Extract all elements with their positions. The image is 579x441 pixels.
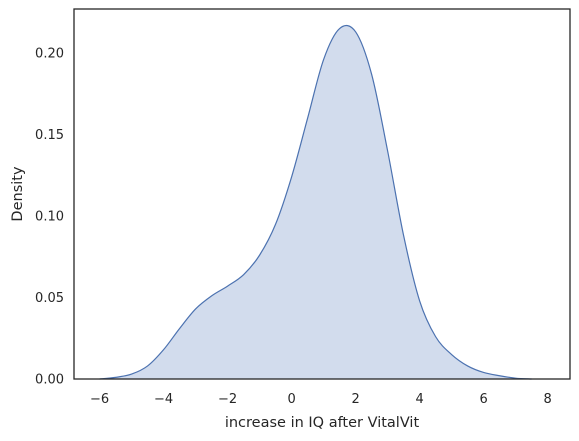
tick-labels: −6 −4 −2 0 2 4 6 8 0.00 0.05 0.10 0.15 0.20 — [35, 47, 552, 407]
y-tick-label: 0.00 — [35, 373, 64, 388]
axes — [73, 8, 571, 380]
density-curve — [99, 24, 532, 380]
x-tick-label: −2 — [218, 392, 237, 407]
y-axis-label: Density — [10, 166, 26, 222]
x-tick-label: 6 — [479, 392, 487, 407]
x-tick-label: 8 — [543, 392, 551, 407]
y-tick-label: 0.10 — [35, 210, 64, 225]
density-area-fill — [99, 25, 532, 379]
axes-frame — [73, 8, 571, 380]
y-tick-label: 0.15 — [35, 128, 64, 143]
x-axis-label: increase in IQ after VitalVit — [225, 415, 420, 431]
y-tick-label: 0.20 — [35, 47, 64, 62]
x-tick-label: 4 — [415, 392, 423, 407]
x-tick-label: 0 — [287, 392, 295, 407]
x-tick-label: 2 — [351, 392, 359, 407]
plot-area — [99, 24, 532, 380]
y-tick-label: 0.05 — [35, 291, 64, 306]
x-tick-label: −6 — [90, 392, 109, 407]
x-tick-label: −4 — [154, 392, 173, 407]
